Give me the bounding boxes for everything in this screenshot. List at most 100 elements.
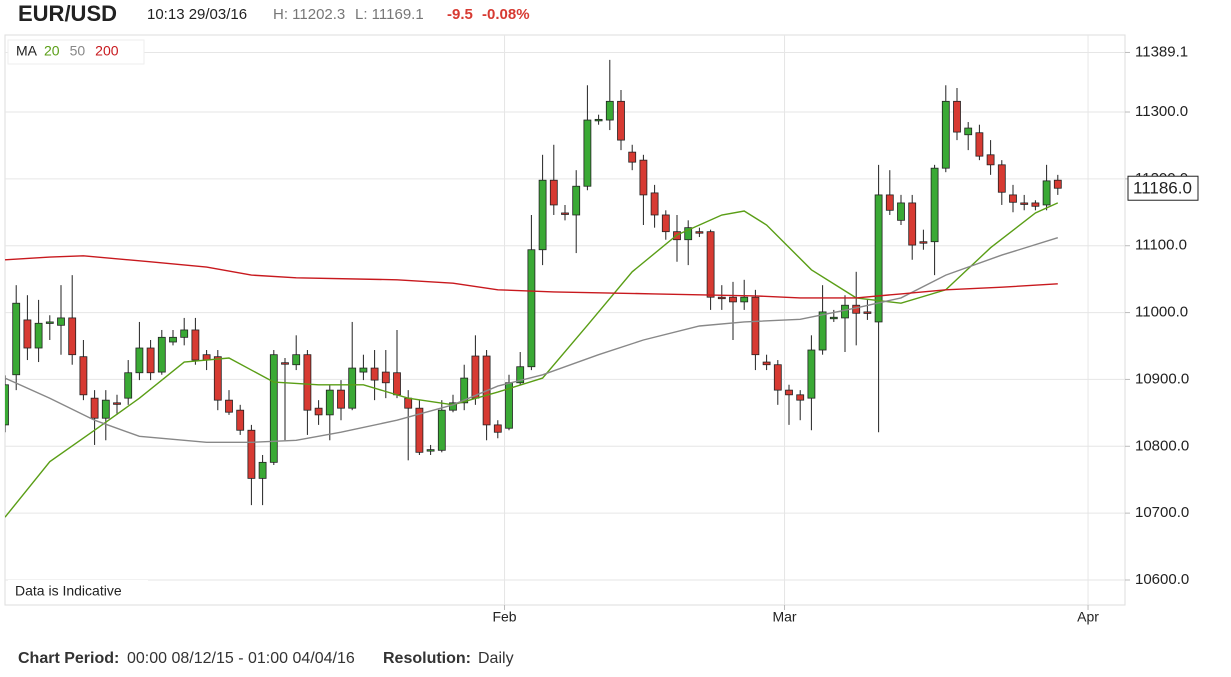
candle-body <box>785 389 793 396</box>
candle-body <box>325 389 334 416</box>
datetime: 10:13 29/03/16 <box>147 6 247 23</box>
candle-body <box>236 409 245 431</box>
candle-body <box>975 132 984 157</box>
candle-body <box>807 349 816 399</box>
candle-body <box>258 461 267 479</box>
candle-body <box>169 336 177 343</box>
candle-body <box>381 371 390 384</box>
candle-body <box>953 100 961 133</box>
candle-body <box>23 319 32 349</box>
candle-body <box>437 409 446 451</box>
candle-body <box>314 407 323 416</box>
y-tick-label: 11100.0 <box>1135 237 1187 254</box>
candle-body <box>135 347 144 374</box>
candle-body <box>841 304 849 319</box>
annotation: Data is Indicative <box>15 583 122 599</box>
candle-body <box>941 100 950 169</box>
candle-body <box>751 296 760 356</box>
candle-body <box>874 194 883 323</box>
candle-body <box>281 362 289 365</box>
candle-body <box>684 227 693 241</box>
candle-body <box>617 100 625 141</box>
candle-body <box>1042 180 1051 206</box>
candle-body <box>561 212 569 215</box>
y-tick-label: 10800.0 <box>1135 437 1189 454</box>
candle-body <box>359 367 368 373</box>
ma-line <box>5 237 1059 443</box>
candle-body <box>639 159 648 196</box>
candle-body <box>818 311 827 351</box>
candle-body <box>191 329 200 361</box>
candle-body <box>997 164 1006 193</box>
candle-body <box>1053 179 1062 189</box>
last-value-label: 11186.0 <box>1133 179 1192 198</box>
candle-body <box>829 316 838 320</box>
ma-line <box>5 202 1059 518</box>
candle-body <box>57 317 65 326</box>
candle-body <box>12 302 21 376</box>
candle-body <box>292 354 301 366</box>
candle-body <box>717 296 726 300</box>
candle-body <box>628 151 637 163</box>
candle-body <box>605 100 614 121</box>
legend-box <box>7 39 145 65</box>
ma-line <box>5 255 1058 299</box>
candle-body <box>661 214 670 233</box>
legend-entry: 20 <box>44 43 60 59</box>
candle-body <box>1009 194 1017 203</box>
y-tick-label: 11389.1 <box>1135 43 1188 60</box>
candle-body <box>90 397 99 419</box>
candle-body <box>113 402 121 405</box>
candle-body <box>5 384 9 426</box>
candle-body <box>897 202 905 221</box>
candle-body <box>796 394 805 401</box>
legend-entry: 50 <box>70 43 86 59</box>
candle-body <box>549 179 558 206</box>
candle-body <box>773 364 782 391</box>
candle-body <box>269 354 278 463</box>
candle-body <box>1020 202 1029 205</box>
candle-body <box>225 399 233 413</box>
candle-body <box>247 429 256 479</box>
candle-body <box>493 424 502 433</box>
candle-body <box>101 399 110 419</box>
candle-body <box>516 366 525 384</box>
candle-body <box>146 347 155 374</box>
candle-body <box>34 322 43 349</box>
period: 00:00 08/12/15 - 01:00 04/04/16 <box>127 650 355 667</box>
resolution-label: Resolution: <box>383 650 471 667</box>
candle-body <box>415 407 424 453</box>
annotation-box <box>8 580 148 602</box>
candle-body <box>919 241 928 244</box>
candle-body <box>594 118 603 122</box>
candle-body <box>986 154 995 166</box>
legend-entry: 200 <box>95 43 119 59</box>
y-tick-label: 10600.0 <box>1135 571 1189 588</box>
change-pct: -0.08% <box>482 6 530 23</box>
low: L: 11169.1 <box>355 6 424 23</box>
candle-body <box>863 311 872 314</box>
x-tick-label: Apr <box>1077 609 1099 625</box>
candle-body <box>908 202 917 246</box>
y-tick-label: 10900.0 <box>1135 370 1189 387</box>
candle-body <box>449 402 457 411</box>
change: -9.5 <box>447 6 473 23</box>
candle-body <box>762 361 771 366</box>
candle-body <box>393 372 401 396</box>
candle-body <box>370 367 379 381</box>
candle-body <box>68 317 77 356</box>
candle-body <box>1031 202 1040 207</box>
candle-body <box>404 397 413 409</box>
candle-body <box>852 304 861 314</box>
x-tick-label: Mar <box>772 609 796 625</box>
candle-body <box>45 321 54 324</box>
candle-body <box>650 192 659 216</box>
candle-body <box>572 185 581 216</box>
y-tick-label: 11300.0 <box>1135 103 1188 120</box>
candle-body <box>964 127 973 136</box>
candle-body <box>527 249 536 368</box>
last-value-box <box>1127 175 1199 201</box>
high: H: 11202.3 <box>273 6 345 23</box>
candle-body <box>337 389 345 409</box>
